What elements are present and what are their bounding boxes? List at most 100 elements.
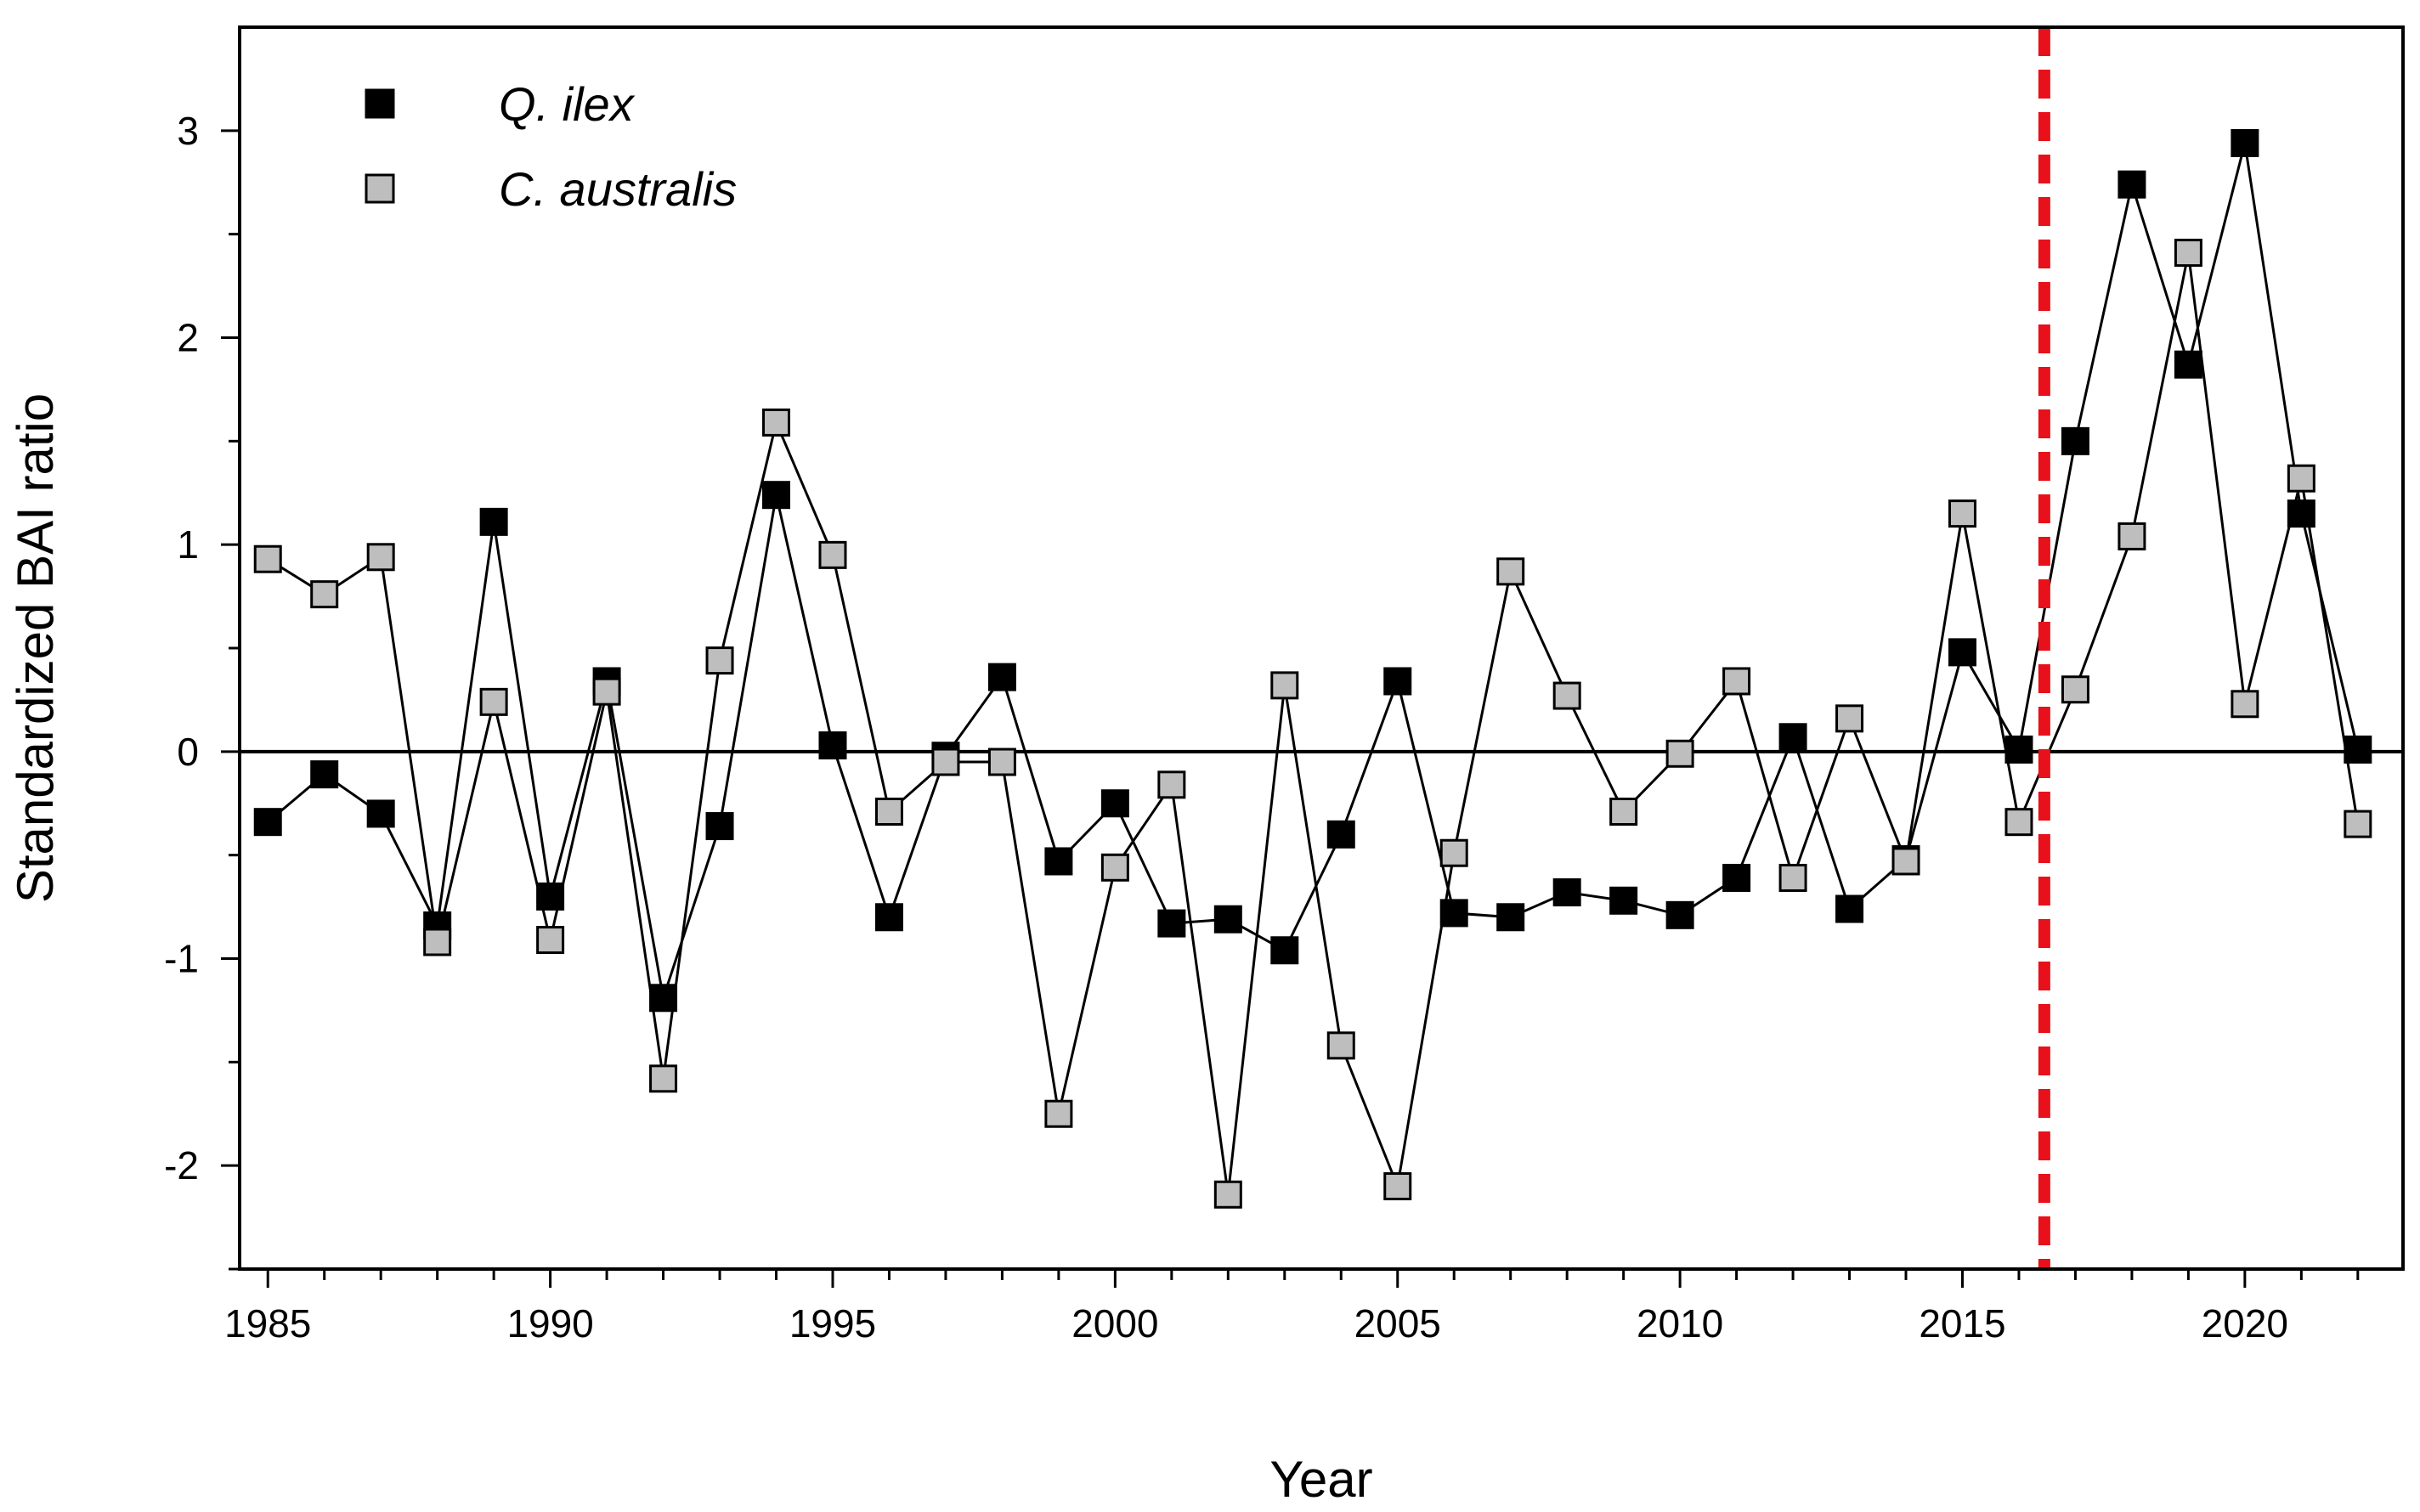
data-point-c-australis — [1552, 681, 1581, 710]
legend: Q. ilex C. australis — [365, 77, 737, 216]
data-point-c-australis — [874, 797, 903, 826]
data-point-c-australis — [253, 544, 282, 573]
data-point-q-ilex — [1270, 936, 1299, 965]
data-point-q-ilex — [2004, 735, 2033, 764]
legend-label-q-ilex: Q. ilex — [499, 77, 636, 131]
data-point-c-australis — [649, 1064, 678, 1093]
data-point-c-australis — [1100, 853, 1129, 882]
series-line-q-ilex — [267, 143, 2360, 999]
data-point-q-ilex — [649, 984, 678, 1013]
data-point-q-ilex — [2231, 128, 2259, 157]
data-point-q-ilex — [2287, 499, 2315, 528]
legend-marker-c-australis — [365, 173, 395, 204]
data-point-q-ilex — [536, 882, 565, 911]
series-line-c-australis — [267, 252, 2360, 1195]
data-series — [253, 128, 2372, 1209]
data-point-c-australis — [1270, 671, 1299, 700]
data-point-q-ilex — [1100, 789, 1129, 818]
data-point-q-ilex — [874, 903, 903, 932]
data-point-q-ilex — [1722, 863, 1751, 892]
x-tick-label: 2000 — [1071, 1301, 1158, 1346]
data-point-c-australis — [536, 926, 565, 955]
data-point-q-ilex — [366, 799, 395, 828]
data-point-c-australis — [1496, 557, 1525, 586]
data-point-q-ilex — [1157, 909, 1186, 938]
data-point-q-ilex — [1044, 847, 1073, 876]
y-tick-label: -1 — [164, 937, 199, 981]
data-point-q-ilex — [253, 808, 282, 837]
data-point-q-ilex — [1439, 899, 1468, 928]
x-axis: 1985 1990 1995 2000 2005 2010 2015 2020 — [224, 1269, 2360, 1346]
y-tick-label: 0 — [177, 730, 199, 774]
data-point-c-australis — [1835, 704, 1864, 733]
data-point-c-australis — [1383, 1172, 1412, 1201]
series-markers-c-australis — [253, 239, 2372, 1209]
y-axis: -2 -1 0 1 2 3 — [164, 109, 240, 1271]
data-point-q-ilex — [762, 481, 791, 510]
data-point-q-ilex — [1665, 900, 1694, 929]
data-point-c-australis — [2118, 522, 2146, 550]
data-point-q-ilex — [1609, 886, 1638, 915]
legend-label-c-australis: C. australis — [499, 162, 737, 216]
data-point-c-australis — [2004, 808, 2033, 837]
data-point-c-australis — [1948, 499, 1976, 528]
series-markers-q-ilex — [253, 128, 2372, 1013]
x-tick-label: 2010 — [1637, 1301, 1723, 1346]
data-point-c-australis — [1157, 770, 1186, 799]
y-axis-title: Standardized BAI ratio — [7, 393, 64, 903]
y-tick-label: 1 — [177, 522, 199, 567]
data-point-q-ilex — [1496, 903, 1525, 932]
data-point-c-australis — [423, 928, 452, 956]
data-point-c-australis — [1778, 863, 1807, 892]
data-point-q-ilex — [705, 812, 734, 841]
data-point-q-ilex — [2344, 735, 2372, 764]
x-axis-title: Year — [1269, 1451, 1372, 1508]
data-point-c-australis — [1722, 667, 1751, 696]
data-point-q-ilex — [1778, 723, 1807, 752]
data-point-c-australis — [1439, 838, 1468, 867]
data-point-c-australis — [818, 540, 847, 569]
data-point-c-australis — [1609, 797, 1638, 826]
data-point-c-australis — [1213, 1180, 1242, 1209]
data-point-c-australis — [931, 748, 960, 776]
data-point-c-australis — [2344, 810, 2372, 838]
y-tick-label: 3 — [177, 109, 199, 153]
data-point-q-ilex — [1326, 820, 1355, 849]
data-point-c-australis — [2174, 239, 2202, 268]
data-point-c-australis — [1891, 847, 1920, 876]
data-point-c-australis — [310, 580, 339, 609]
data-point-c-australis — [479, 687, 508, 716]
data-point-q-ilex — [1213, 905, 1242, 934]
y-tick-label: 2 — [177, 316, 199, 360]
data-point-c-australis — [1326, 1031, 1355, 1060]
x-tick-label: 1990 — [506, 1301, 593, 1346]
data-point-q-ilex — [987, 663, 1016, 691]
data-point-c-australis — [2287, 464, 2315, 493]
data-point-c-australis — [2231, 690, 2259, 719]
data-point-q-ilex — [1835, 894, 1864, 923]
data-point-c-australis — [1044, 1099, 1073, 1128]
data-point-q-ilex — [479, 507, 508, 536]
legend-marker-q-ilex — [365, 88, 395, 119]
data-point-c-australis — [1665, 739, 1694, 768]
data-point-q-ilex — [1552, 878, 1581, 907]
data-point-c-australis — [705, 646, 734, 675]
data-point-c-australis — [762, 408, 791, 437]
legend-item-q-ilex: Q. ilex — [365, 77, 636, 131]
data-point-c-australis — [2061, 675, 2089, 704]
data-point-q-ilex — [1948, 638, 1976, 667]
data-point-q-ilex — [1383, 667, 1412, 696]
x-tick-label: 1995 — [789, 1301, 876, 1346]
data-point-q-ilex — [2174, 350, 2202, 379]
x-tick-label: 2020 — [2202, 1301, 2288, 1346]
data-point-q-ilex — [818, 731, 847, 760]
x-tick-label: 2015 — [1919, 1301, 2005, 1346]
x-tick-label: 1985 — [224, 1301, 311, 1346]
data-point-c-australis — [592, 677, 621, 706]
data-point-q-ilex — [2118, 170, 2146, 199]
x-tick-label: 2005 — [1354, 1301, 1441, 1346]
data-point-c-australis — [366, 543, 395, 572]
data-point-c-australis — [987, 748, 1016, 776]
legend-item-c-australis: C. australis — [365, 162, 737, 216]
